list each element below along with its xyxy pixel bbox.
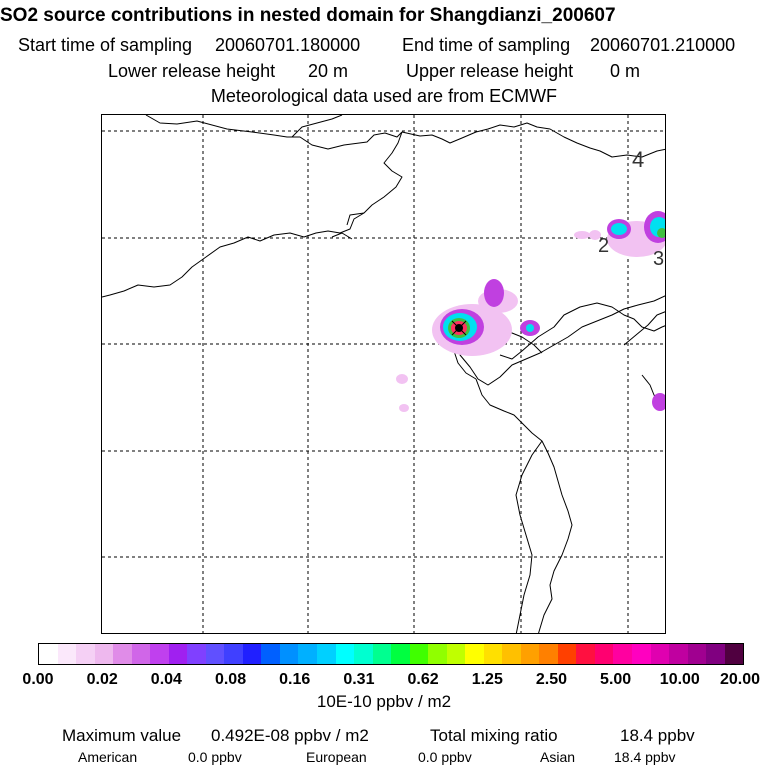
region-name-asian: Asian bbox=[540, 749, 576, 765]
colorbar-swatch bbox=[205, 644, 225, 664]
colorbar-swatch bbox=[76, 644, 95, 664]
colorbar-swatch bbox=[335, 644, 355, 664]
region-label: 4 bbox=[632, 147, 644, 172]
colorbar-swatch bbox=[632, 644, 651, 664]
colorbar-tick-label: 0.04 bbox=[150, 671, 182, 688]
colorbar-swatch bbox=[706, 644, 725, 664]
colorbar-tick-label: 0.31 bbox=[343, 671, 375, 688]
colorbar-swatch bbox=[168, 644, 188, 664]
colorbar-swatch bbox=[298, 644, 317, 664]
colorbar bbox=[38, 643, 744, 665]
plume-low bbox=[574, 231, 590, 239]
end-time-label: End time of sampling bbox=[402, 35, 571, 55]
region-name-european: European bbox=[306, 749, 367, 765]
max-value-label: Maximum value bbox=[62, 726, 182, 745]
colorbar-tick-label: 2.50 bbox=[535, 671, 568, 688]
colorbar-tick-label: 0.02 bbox=[86, 671, 118, 688]
colorbar-tick-label: 20.00 bbox=[719, 671, 761, 688]
colorbar-swatch bbox=[557, 644, 577, 664]
colorbar-swatch bbox=[669, 644, 688, 664]
map-canvas: 4 2 3 bbox=[102, 115, 665, 633]
colorbar-swatch bbox=[113, 644, 132, 664]
colorbar-swatch bbox=[224, 644, 243, 664]
colorbar-tick-label: 0.16 bbox=[279, 671, 311, 688]
receptor-marker bbox=[451, 320, 467, 336]
plume-cyan bbox=[526, 324, 534, 332]
colorbar-swatch bbox=[724, 644, 744, 664]
colorbar-swatch bbox=[354, 644, 373, 664]
colorbar-units: 10E-10 ppbv / m2 bbox=[316, 692, 452, 711]
map-frame: 4 2 3 bbox=[101, 114, 666, 634]
region-value-asian: 18.4 ppbv bbox=[614, 749, 676, 765]
colorbar-tick-label: 0.08 bbox=[214, 671, 247, 688]
colorbar-swatch bbox=[520, 644, 540, 664]
colorbar-swatch bbox=[316, 644, 336, 664]
colorbar-tick-label: 5.00 bbox=[600, 671, 632, 688]
region-value-european: 0.0 ppbv bbox=[418, 749, 472, 765]
lower-height-label: Lower release height bbox=[108, 61, 276, 81]
colorbar-swatch bbox=[428, 644, 447, 664]
colorbar-tick-label: 0.00 bbox=[22, 671, 54, 688]
colorbar-swatch bbox=[483, 644, 503, 664]
colorbar-swatch bbox=[594, 644, 614, 664]
colorbar-tick-label: 0.62 bbox=[407, 671, 439, 688]
met-data-note: Meteorological data used are from ECMWF bbox=[210, 86, 558, 106]
upper-height-label: Upper release height bbox=[406, 61, 574, 81]
colorbar-swatch bbox=[150, 644, 169, 664]
plume-cyan bbox=[611, 223, 627, 235]
colorbar-swatch bbox=[131, 644, 151, 664]
plume-mid bbox=[652, 393, 665, 411]
colorbar-swatch bbox=[279, 644, 299, 664]
plume-green bbox=[657, 228, 665, 238]
region-label: 2 bbox=[598, 235, 609, 257]
max-value: 0.492E-08 ppbv / m2 bbox=[211, 726, 369, 745]
colorbar-swatch bbox=[57, 644, 77, 664]
upper-height-value: 0 m bbox=[610, 61, 641, 81]
colorbar-swatch bbox=[94, 644, 114, 664]
colorbar-tick-label: 1.25 bbox=[471, 671, 503, 688]
colorbar-swatch bbox=[613, 644, 632, 664]
colorbar-swatch bbox=[261, 644, 280, 664]
colorbar-tick-label: 10.00 bbox=[659, 671, 700, 688]
region-label: 3 bbox=[653, 248, 664, 270]
total-mixing-value: 18.4 ppbv bbox=[620, 726, 695, 745]
colorbar-swatch bbox=[372, 644, 392, 664]
colorbar-swatch bbox=[502, 644, 521, 664]
colorbar-swatch bbox=[687, 644, 707, 664]
plume-low bbox=[589, 230, 601, 240]
plume-mid bbox=[484, 279, 504, 307]
colorbar-swatch bbox=[39, 644, 58, 664]
lower-height-value: 20 m bbox=[308, 61, 349, 81]
region-value-american: 0.0 ppbv bbox=[188, 749, 242, 765]
colorbar-swatch bbox=[539, 644, 558, 664]
map-title: SO2 source contributions in nested domai… bbox=[0, 5, 616, 26]
concentration-plumes bbox=[396, 211, 665, 412]
colorbar-swatch bbox=[650, 644, 670, 664]
start-time-label: Start time of sampling bbox=[18, 35, 193, 55]
colorbar-swatch bbox=[465, 644, 484, 664]
colorbar-swatch bbox=[187, 644, 206, 664]
colorbar-swatch bbox=[409, 644, 429, 664]
country-borders bbox=[102, 115, 665, 633]
colorbar-swatch bbox=[391, 644, 410, 664]
total-mixing-label: Total mixing ratio bbox=[430, 726, 558, 745]
end-time-value: 20060701.210000 bbox=[590, 35, 736, 55]
plume-low bbox=[399, 404, 409, 412]
colorbar-swatch bbox=[576, 644, 595, 664]
plume-low bbox=[396, 374, 408, 384]
colorbar-swatch bbox=[242, 644, 262, 664]
region-name-american: American bbox=[78, 749, 138, 765]
colorbar-swatch bbox=[446, 644, 466, 664]
start-time-value: 20060701.180000 bbox=[215, 35, 361, 55]
